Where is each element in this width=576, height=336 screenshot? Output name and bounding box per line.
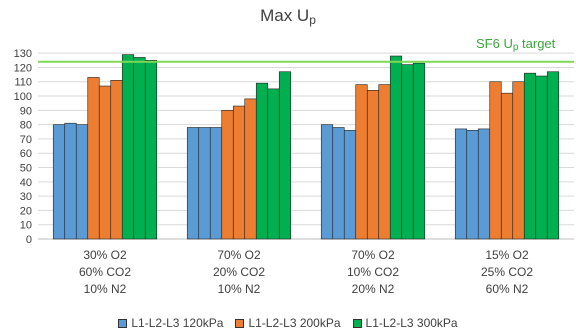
bar: [278, 71, 292, 240]
bar: [332, 127, 345, 240]
bar: [64, 122, 77, 240]
bar: [52, 124, 66, 240]
bar: [133, 57, 146, 240]
bar: [500, 92, 514, 240]
legend: L1-L2-L3 120kPa L1-L2-L3 200kPa L1-L2-L3 3…: [0, 316, 576, 331]
y-tick-label: 120: [14, 62, 32, 74]
target-label-main: SF6 U: [476, 36, 513, 51]
legend-swatch: [118, 318, 128, 328]
bar: [389, 55, 403, 240]
y-tick-label: 0: [26, 234, 32, 246]
x-tick-label: 60% CO2: [79, 265, 131, 279]
x-tick-label: 60% N2: [486, 282, 529, 296]
bar: [489, 81, 502, 240]
bar: [186, 127, 200, 240]
bar: [378, 84, 391, 240]
bar: [198, 127, 211, 240]
bar: [267, 88, 280, 240]
bar: [221, 110, 234, 240]
y-tick-label: 130: [14, 48, 32, 60]
x-tick-label: 25% CO2: [481, 265, 533, 279]
x-tick-label: 20% CO2: [213, 265, 265, 279]
bar: [110, 80, 123, 240]
y-tick-label: 60: [20, 148, 32, 160]
bar: [343, 130, 357, 240]
target-line-label: SF6 Up target: [476, 36, 555, 53]
bar: [535, 75, 548, 240]
target-label-suffix: target: [518, 36, 556, 51]
x-tick-label: 10% N2: [84, 282, 127, 296]
y-tick-label: 30: [20, 191, 32, 203]
legend-item: L1-L2-L3 200kPa: [235, 316, 341, 330]
y-tick-label: 90: [20, 105, 32, 117]
bar: [87, 77, 100, 240]
legend-label: L1-L2-L3 300kPa: [365, 316, 458, 330]
y-tick-label: 110: [14, 77, 32, 89]
bar: [466, 130, 479, 240]
y-tick-label: 80: [20, 120, 32, 132]
bar: [401, 64, 414, 240]
bar: [355, 84, 368, 240]
legend-item: L1-L2-L3 120kPa: [118, 316, 223, 330]
target-label-subscript: p: [512, 42, 519, 53]
y-tick-label: 50: [20, 163, 32, 175]
bar: [121, 54, 135, 240]
y-tick-label: 100: [14, 91, 32, 103]
bar: [144, 59, 158, 240]
x-tick-label: 20% N2: [352, 282, 395, 296]
y-tick-label: 70: [20, 134, 32, 146]
bar: [209, 127, 223, 240]
legend-label: L1-L2-L3 120kPa: [131, 316, 224, 330]
bar: [320, 124, 334, 240]
legend-swatch: [235, 318, 245, 328]
legend-label: L1-L2-L3 200kPa: [248, 316, 341, 330]
bar: [412, 62, 426, 240]
bar: [366, 90, 380, 240]
y-tick-label: 20: [20, 205, 32, 217]
bar: [255, 82, 269, 240]
bar: [512, 81, 525, 240]
x-tick-label: 10% CO2: [347, 265, 399, 279]
bar: [75, 124, 89, 240]
y-tick-label: 40: [20, 177, 32, 189]
chart-title: Max Up: [0, 6, 576, 27]
legend-swatch: [352, 318, 362, 328]
x-tick-label: 15% O2: [485, 248, 529, 262]
x-tick-label: 30% O2: [83, 248, 127, 262]
bar: [523, 72, 537, 240]
x-tick-label: 10% N2: [218, 282, 261, 296]
bar: [232, 105, 246, 240]
legend-item: L1-L2-L3 300kPa: [352, 316, 458, 330]
x-tick-label: 70% O2: [351, 248, 395, 262]
bar: [98, 85, 112, 240]
bar: [454, 128, 468, 240]
bar: [546, 71, 560, 240]
y-tick-label: 10: [20, 220, 32, 232]
chart-title-subscript: p: [309, 13, 316, 27]
x-tick-label: 70% O2: [217, 248, 261, 262]
bar: [477, 128, 491, 240]
chart-title-main: Max U: [260, 6, 310, 25]
bar: [244, 98, 257, 240]
